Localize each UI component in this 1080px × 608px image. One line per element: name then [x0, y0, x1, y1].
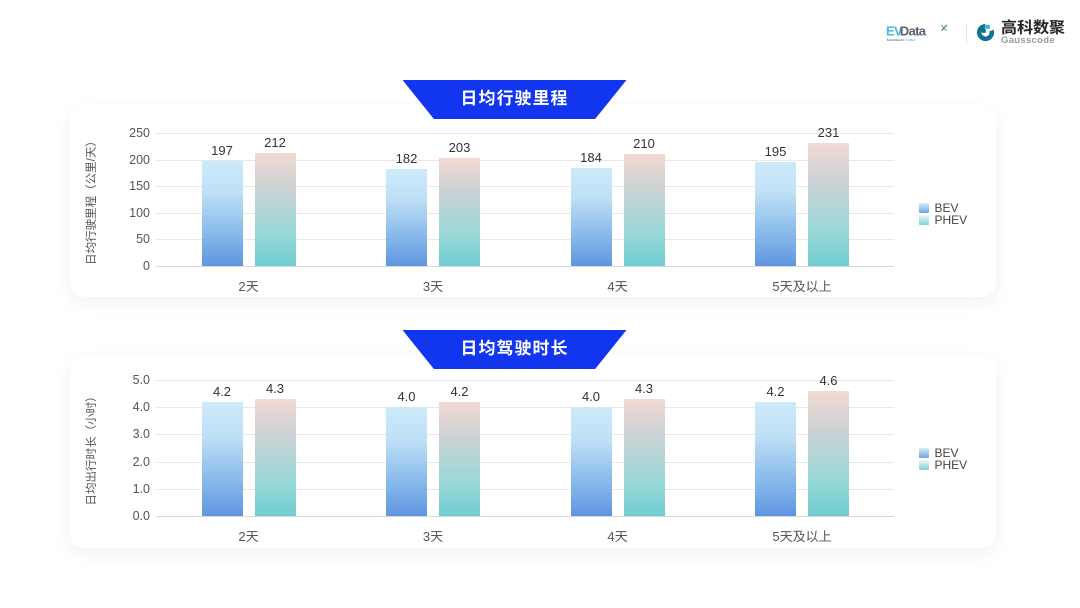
- svg-text:Data: Data: [900, 24, 927, 39]
- svg-text:SHANGHAI CHINA: SHANGHAI CHINA: [887, 38, 916, 42]
